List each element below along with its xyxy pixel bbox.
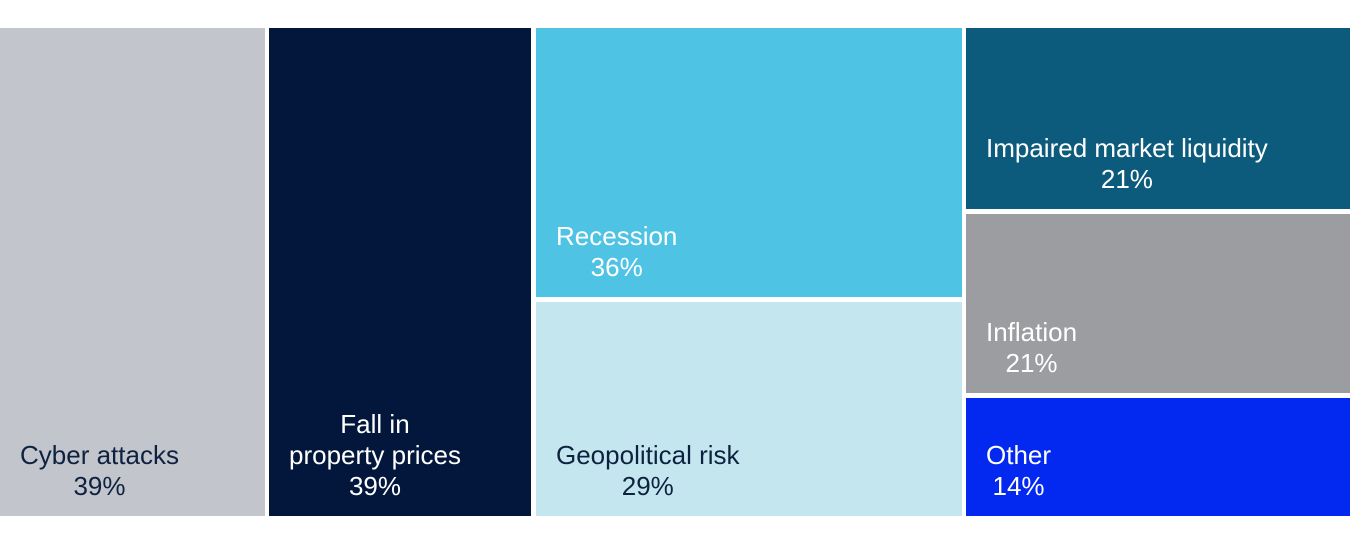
- tile-value: 39%: [348, 471, 401, 501]
- treemap-tile-recession: Recession 36%: [536, 28, 962, 297]
- tile-value: 14%: [992, 471, 1045, 501]
- tile-value: 21%: [1005, 348, 1058, 378]
- treemap-tile-fall-in-property-prices: Fall in property prices 39%: [269, 28, 531, 516]
- tile-name-line-1: Fall in: [340, 409, 410, 439]
- tile-name: Impaired market liquidity: [986, 133, 1268, 163]
- treemap-tile-other: Other 14%: [966, 398, 1350, 516]
- tile-label: Other 14%: [986, 440, 1051, 502]
- treemap-tile-geopolitical-risk: Geopolitical risk 29%: [536, 302, 962, 516]
- tile-value: 36%: [590, 252, 643, 282]
- tile-label: Inflation 21%: [986, 317, 1077, 379]
- tile-value: 21%: [1100, 164, 1153, 194]
- tile-name: Geopolitical risk: [556, 440, 740, 470]
- tile-label: Impaired market liquidity 21%: [986, 133, 1268, 195]
- treemap-tile-inflation: Inflation 21%: [966, 214, 1350, 393]
- tile-name: Recession: [556, 221, 678, 251]
- tile-name: Other: [986, 440, 1052, 470]
- tile-name: Inflation: [986, 317, 1078, 347]
- treemap-tile-cyber-attacks: Cyber attacks 39%: [0, 28, 265, 516]
- tile-value: 29%: [621, 471, 674, 501]
- tile-value: 39%: [73, 471, 126, 501]
- treemap-tile-impaired-market-liquidity: Impaired market liquidity 21%: [966, 28, 1350, 209]
- tile-label: Cyber attacks 39%: [20, 440, 179, 502]
- tile-name: Cyber attacks: [20, 440, 179, 470]
- tile-label: Recession 36%: [556, 221, 677, 283]
- tile-label: Fall in property prices 39%: [289, 409, 461, 502]
- tile-name-line-2: property prices: [289, 440, 461, 470]
- tile-label: Geopolitical risk 29%: [556, 440, 740, 502]
